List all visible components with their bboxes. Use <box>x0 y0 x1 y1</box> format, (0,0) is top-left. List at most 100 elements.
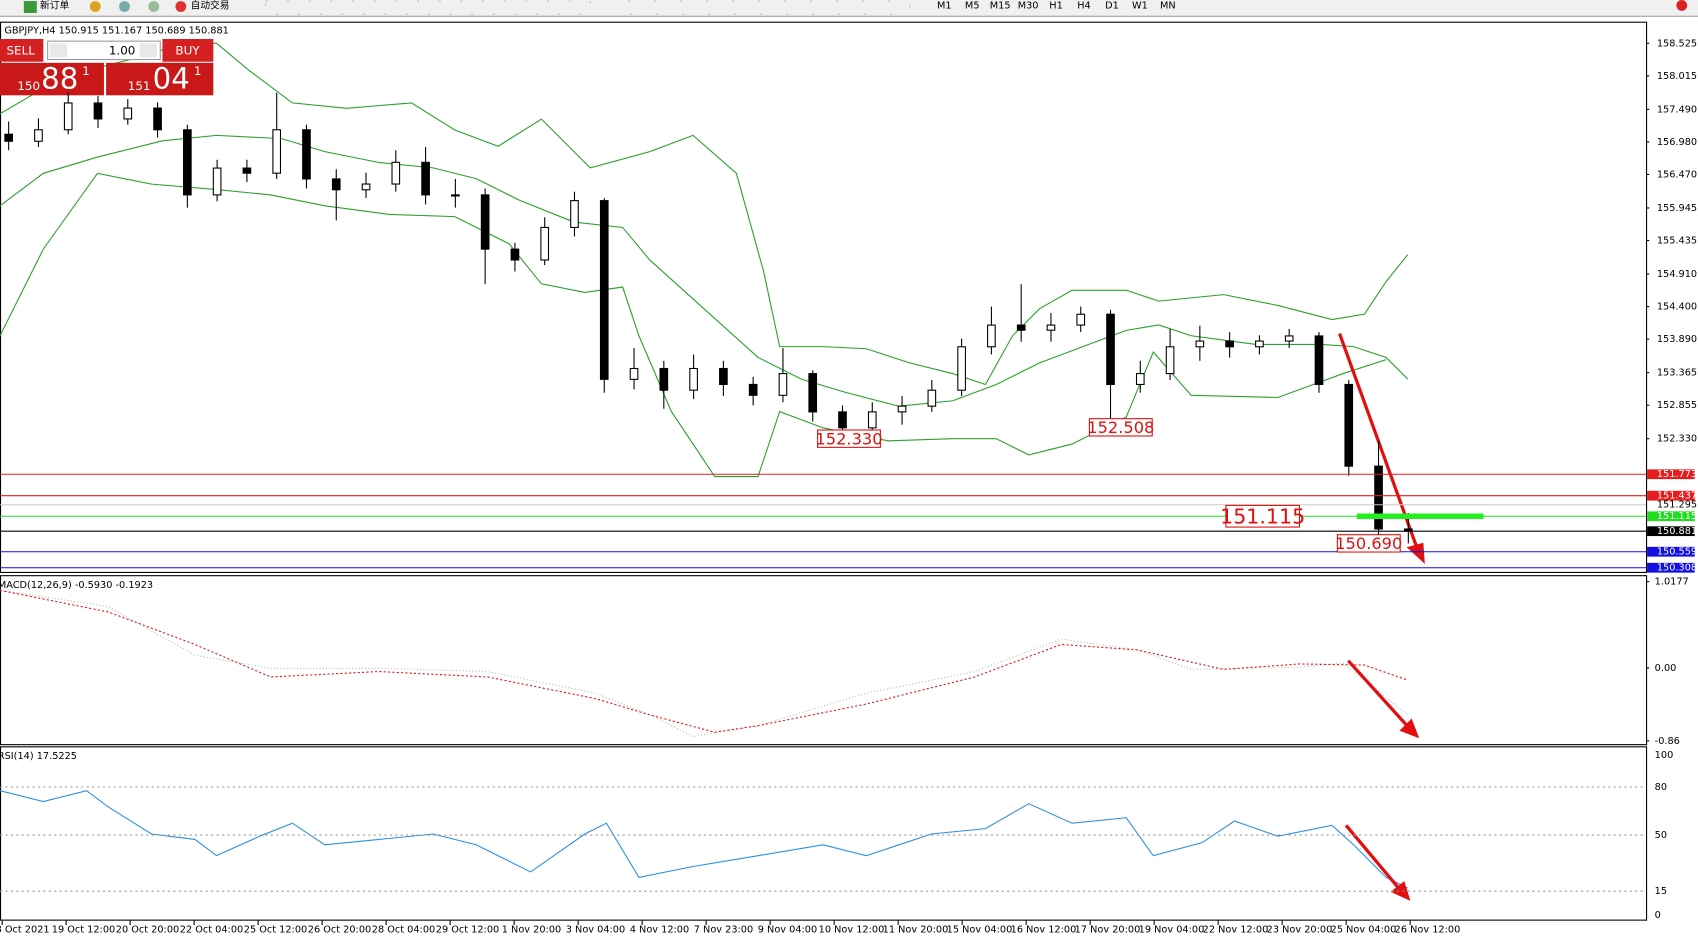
lots-up[interactable] <box>139 43 158 58</box>
alert-icon[interactable] <box>1676 0 1688 11</box>
price-tag-label: 151.437 <box>1657 491 1697 502</box>
candle-body <box>957 346 966 391</box>
x-tick-label: 1 Nov 20:00 <box>502 924 561 935</box>
auto-trading[interactable]: 自动交易 <box>191 0 230 11</box>
y-tick-label: 158.525 <box>1657 38 1697 49</box>
bid-big[interactable]: 150 <box>17 79 40 93</box>
buy-label[interactable]: BUY <box>175 43 200 57</box>
timeframe[interactable]: H4 <box>1077 0 1091 11</box>
candle-body <box>867 411 877 429</box>
candle-body <box>1255 340 1264 348</box>
y-tick-label: 158.015 <box>1657 71 1697 82</box>
sell-button[interactable] <box>0 38 44 62</box>
candle-body <box>1106 313 1115 385</box>
new-order[interactable]: 新订单 <box>40 0 69 11</box>
timeframe[interactable]: MN <box>1160 0 1176 11</box>
candle-body <box>451 194 460 197</box>
x-tick-label: 15 Nov 04:00 <box>947 924 1013 935</box>
lots-value[interactable]: 1.00 <box>109 43 136 57</box>
bid-box[interactable] <box>0 62 104 96</box>
candle-body <box>123 107 133 120</box>
x-tick-label: 10 Nov 12:00 <box>819 924 885 935</box>
timeframe[interactable]: D1 <box>1105 0 1119 11</box>
x-tick-label: 26 Nov 12:00 <box>1395 924 1461 935</box>
timeframe[interactable]: M15 <box>990 0 1011 11</box>
icon[interactable] <box>148 1 160 12</box>
candle-body <box>629 367 639 380</box>
candle-body <box>1165 346 1175 375</box>
y-tick-label: 0.00 <box>1655 663 1677 674</box>
ask-main[interactable]: 04 <box>153 62 190 96</box>
candle-body <box>302 129 311 180</box>
candle-body <box>599 200 609 380</box>
trade-panel: SELL 1.00 BUY 150 88 1 151 04 1 <box>0 38 214 96</box>
arrow-head <box>1406 542 1425 564</box>
bb-lower <box>0 172 1387 478</box>
y-tick-label: 153.890 <box>1657 334 1697 345</box>
timeframe[interactable]: M30 <box>1018 0 1039 11</box>
y-tick-label: 80 <box>1655 782 1667 793</box>
candle-body <box>927 389 937 407</box>
price-tag <box>1647 469 1695 480</box>
price-tag <box>1647 562 1695 573</box>
x-tick-label: 17 Nov 20:00 <box>1075 924 1141 935</box>
candle-body <box>808 373 818 413</box>
candle-body <box>1135 373 1145 385</box>
arrow <box>1347 659 1413 732</box>
annotation-box <box>1225 504 1301 528</box>
auto-trading-icon[interactable] <box>175 1 187 12</box>
y-tick-label: 50 <box>1655 830 1667 841</box>
y-tick-label: 152.330 <box>1657 434 1697 445</box>
sell-label[interactable]: SELL <box>6 43 35 57</box>
x-tick-label: 22 Nov 12:00 <box>1203 924 1269 935</box>
toolbar <box>0 0 1698 17</box>
lots-field[interactable] <box>47 40 161 61</box>
candle-body <box>183 129 192 196</box>
candle-body <box>272 129 282 174</box>
candle-body <box>570 200 579 228</box>
price-tag <box>1647 526 1695 537</box>
bb-middle <box>0 134 1409 407</box>
bid-main[interactable]: 88 <box>41 62 78 96</box>
annotation-label: 152.330 <box>815 429 882 448</box>
timeframe[interactable]: M1 <box>937 0 952 11</box>
x-tick-label: 19 Nov 04:00 <box>1139 924 1205 935</box>
arrow-head <box>1390 881 1411 901</box>
arrow <box>1344 824 1404 894</box>
buy-button[interactable] <box>162 38 214 62</box>
ask-big[interactable]: 151 <box>128 79 151 93</box>
icon[interactable] <box>89 1 101 12</box>
timeframe[interactable]: W1 <box>1132 0 1148 11</box>
candle-body <box>242 167 252 174</box>
toolbar-icons <box>264 0 911 15</box>
ask-sup[interactable]: 1 <box>194 64 202 78</box>
candle-body <box>63 102 73 131</box>
lots-down[interactable] <box>49 43 68 58</box>
candle-body <box>391 161 401 185</box>
x-tick-label: 23 Nov 20:00 <box>1267 924 1333 935</box>
y-tick-label: 154.910 <box>1657 269 1697 280</box>
candle-body <box>510 248 520 261</box>
candle-body <box>1195 340 1205 348</box>
timeframe[interactable]: H1 <box>1049 0 1063 11</box>
ask-box[interactable] <box>106 62 214 96</box>
x-tick-label: 22 Oct 04:00 <box>180 924 243 935</box>
y-tick-label: 155.945 <box>1657 203 1697 214</box>
toolbar-right <box>1646 0 1698 17</box>
candle-body <box>1016 324 1026 331</box>
icon[interactable] <box>119 1 130 12</box>
x-tick-label: 4 Nov 12:00 <box>630 924 689 935</box>
candle-body <box>540 226 550 261</box>
candle-body <box>748 383 758 396</box>
rsi-frame <box>0 746 1648 921</box>
annotation-label: 152.508 <box>1087 418 1154 437</box>
new-order-icon[interactable] <box>23 1 37 13</box>
macd-frame <box>0 575 1648 746</box>
y-tick-label: 1.0177 <box>1655 577 1689 588</box>
timeframe[interactable]: M5 <box>965 0 980 11</box>
macd-signal <box>0 589 1408 733</box>
main-frame <box>0 21 1648 573</box>
bid-sup[interactable]: 1 <box>82 64 90 78</box>
x-tick-label: 25 Oct 12:00 <box>244 924 307 935</box>
